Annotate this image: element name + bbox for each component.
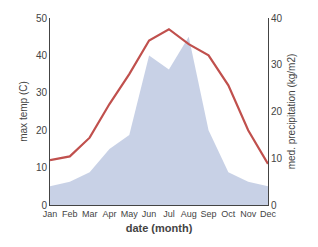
svg-text:0: 0 xyxy=(41,200,47,211)
svg-text:Oct: Oct xyxy=(221,209,236,219)
svg-text:Dec: Dec xyxy=(260,209,277,219)
svg-text:Apr: Apr xyxy=(102,209,116,219)
svg-text:0: 0 xyxy=(271,200,277,211)
svg-text:10: 10 xyxy=(271,153,283,164)
svg-text:40: 40 xyxy=(271,13,283,24)
svg-text:Aug: Aug xyxy=(181,209,197,219)
svg-text:Jul: Jul xyxy=(163,209,175,219)
svg-text:40: 40 xyxy=(36,50,48,61)
svg-text:Jun: Jun xyxy=(142,209,157,219)
svg-text:med. precipitation (kg/m2): med. precipitation (kg/m2) xyxy=(286,54,297,170)
svg-text:Feb: Feb xyxy=(62,209,78,219)
svg-text:30: 30 xyxy=(36,87,48,98)
svg-text:Jan: Jan xyxy=(43,209,58,219)
svg-text:20: 20 xyxy=(36,125,48,136)
svg-text:Sep: Sep xyxy=(201,209,217,219)
svg-text:date (month): date (month) xyxy=(126,222,193,234)
svg-text:Mar: Mar xyxy=(82,209,98,219)
svg-text:30: 30 xyxy=(271,59,283,70)
svg-text:max temp (C): max temp (C) xyxy=(18,81,29,142)
svg-text:Nov: Nov xyxy=(240,209,257,219)
svg-text:50: 50 xyxy=(36,13,48,24)
svg-text:20: 20 xyxy=(271,106,283,117)
svg-text:May: May xyxy=(121,209,139,219)
svg-text:10: 10 xyxy=(36,162,48,173)
